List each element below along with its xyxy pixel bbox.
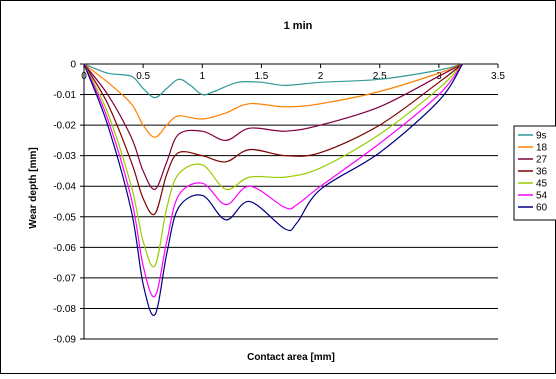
y-tick-label-4: -0.04 [53, 182, 76, 193]
y-axis-label: Wear depth [mm] [28, 147, 39, 229]
y-tick-label-0: 0 [70, 60, 76, 71]
legend-label-27: 27 [536, 155, 548, 166]
series-line-27 [83, 63, 463, 190]
series-line-54 [83, 63, 463, 298]
x-tick-label-7: 3.5 [491, 71, 505, 82]
y-tick-label-3: -0.03 [53, 151, 76, 162]
x-tick-label-4: 2 [318, 71, 324, 82]
legend-box [513, 125, 556, 221]
legend-label-45: 45 [536, 179, 548, 190]
plot-layer: 0 -0.01 -0.02 -0.03 -0.04 -0.05 -0.06 -0.07 -0.0… [53, 60, 505, 346]
x-axis-label: Contact area [mm] [247, 352, 335, 363]
series-line-18 [83, 63, 463, 138]
y-tick-label-5: -0.05 [53, 212, 76, 223]
legend-label-54: 54 [536, 191, 548, 202]
legend-label-9s: 9s [536, 131, 547, 142]
x-tick-label-1: 0.5 [136, 71, 150, 82]
series-line-45 [83, 63, 463, 268]
y-tick-label-9: -0.09 [53, 335, 76, 346]
x-tick-label-3: 1.5 [254, 71, 268, 82]
chart-title: 1 min [284, 20, 313, 32]
legend-label-36: 36 [536, 167, 548, 178]
y-tick-label-1: -0.01 [53, 90, 76, 101]
legend-label-60: 60 [536, 203, 548, 214]
x-tick-label-0: 0 [81, 71, 87, 82]
series-line-9s [83, 63, 463, 99]
y-tick-label-8: -0.08 [53, 304, 76, 315]
series-line-36 [83, 63, 463, 216]
y-tick-label-2: -0.02 [53, 121, 76, 132]
legend-label-18: 18 [536, 143, 548, 154]
x-tick-label-2: 1 [200, 71, 206, 82]
series-line-60 [83, 63, 464, 317]
x-tick-label-5: 2.5 [373, 71, 387, 82]
y-tick-label-7: -0.07 [53, 273, 76, 284]
y-tick-label-6: -0.06 [53, 243, 76, 254]
